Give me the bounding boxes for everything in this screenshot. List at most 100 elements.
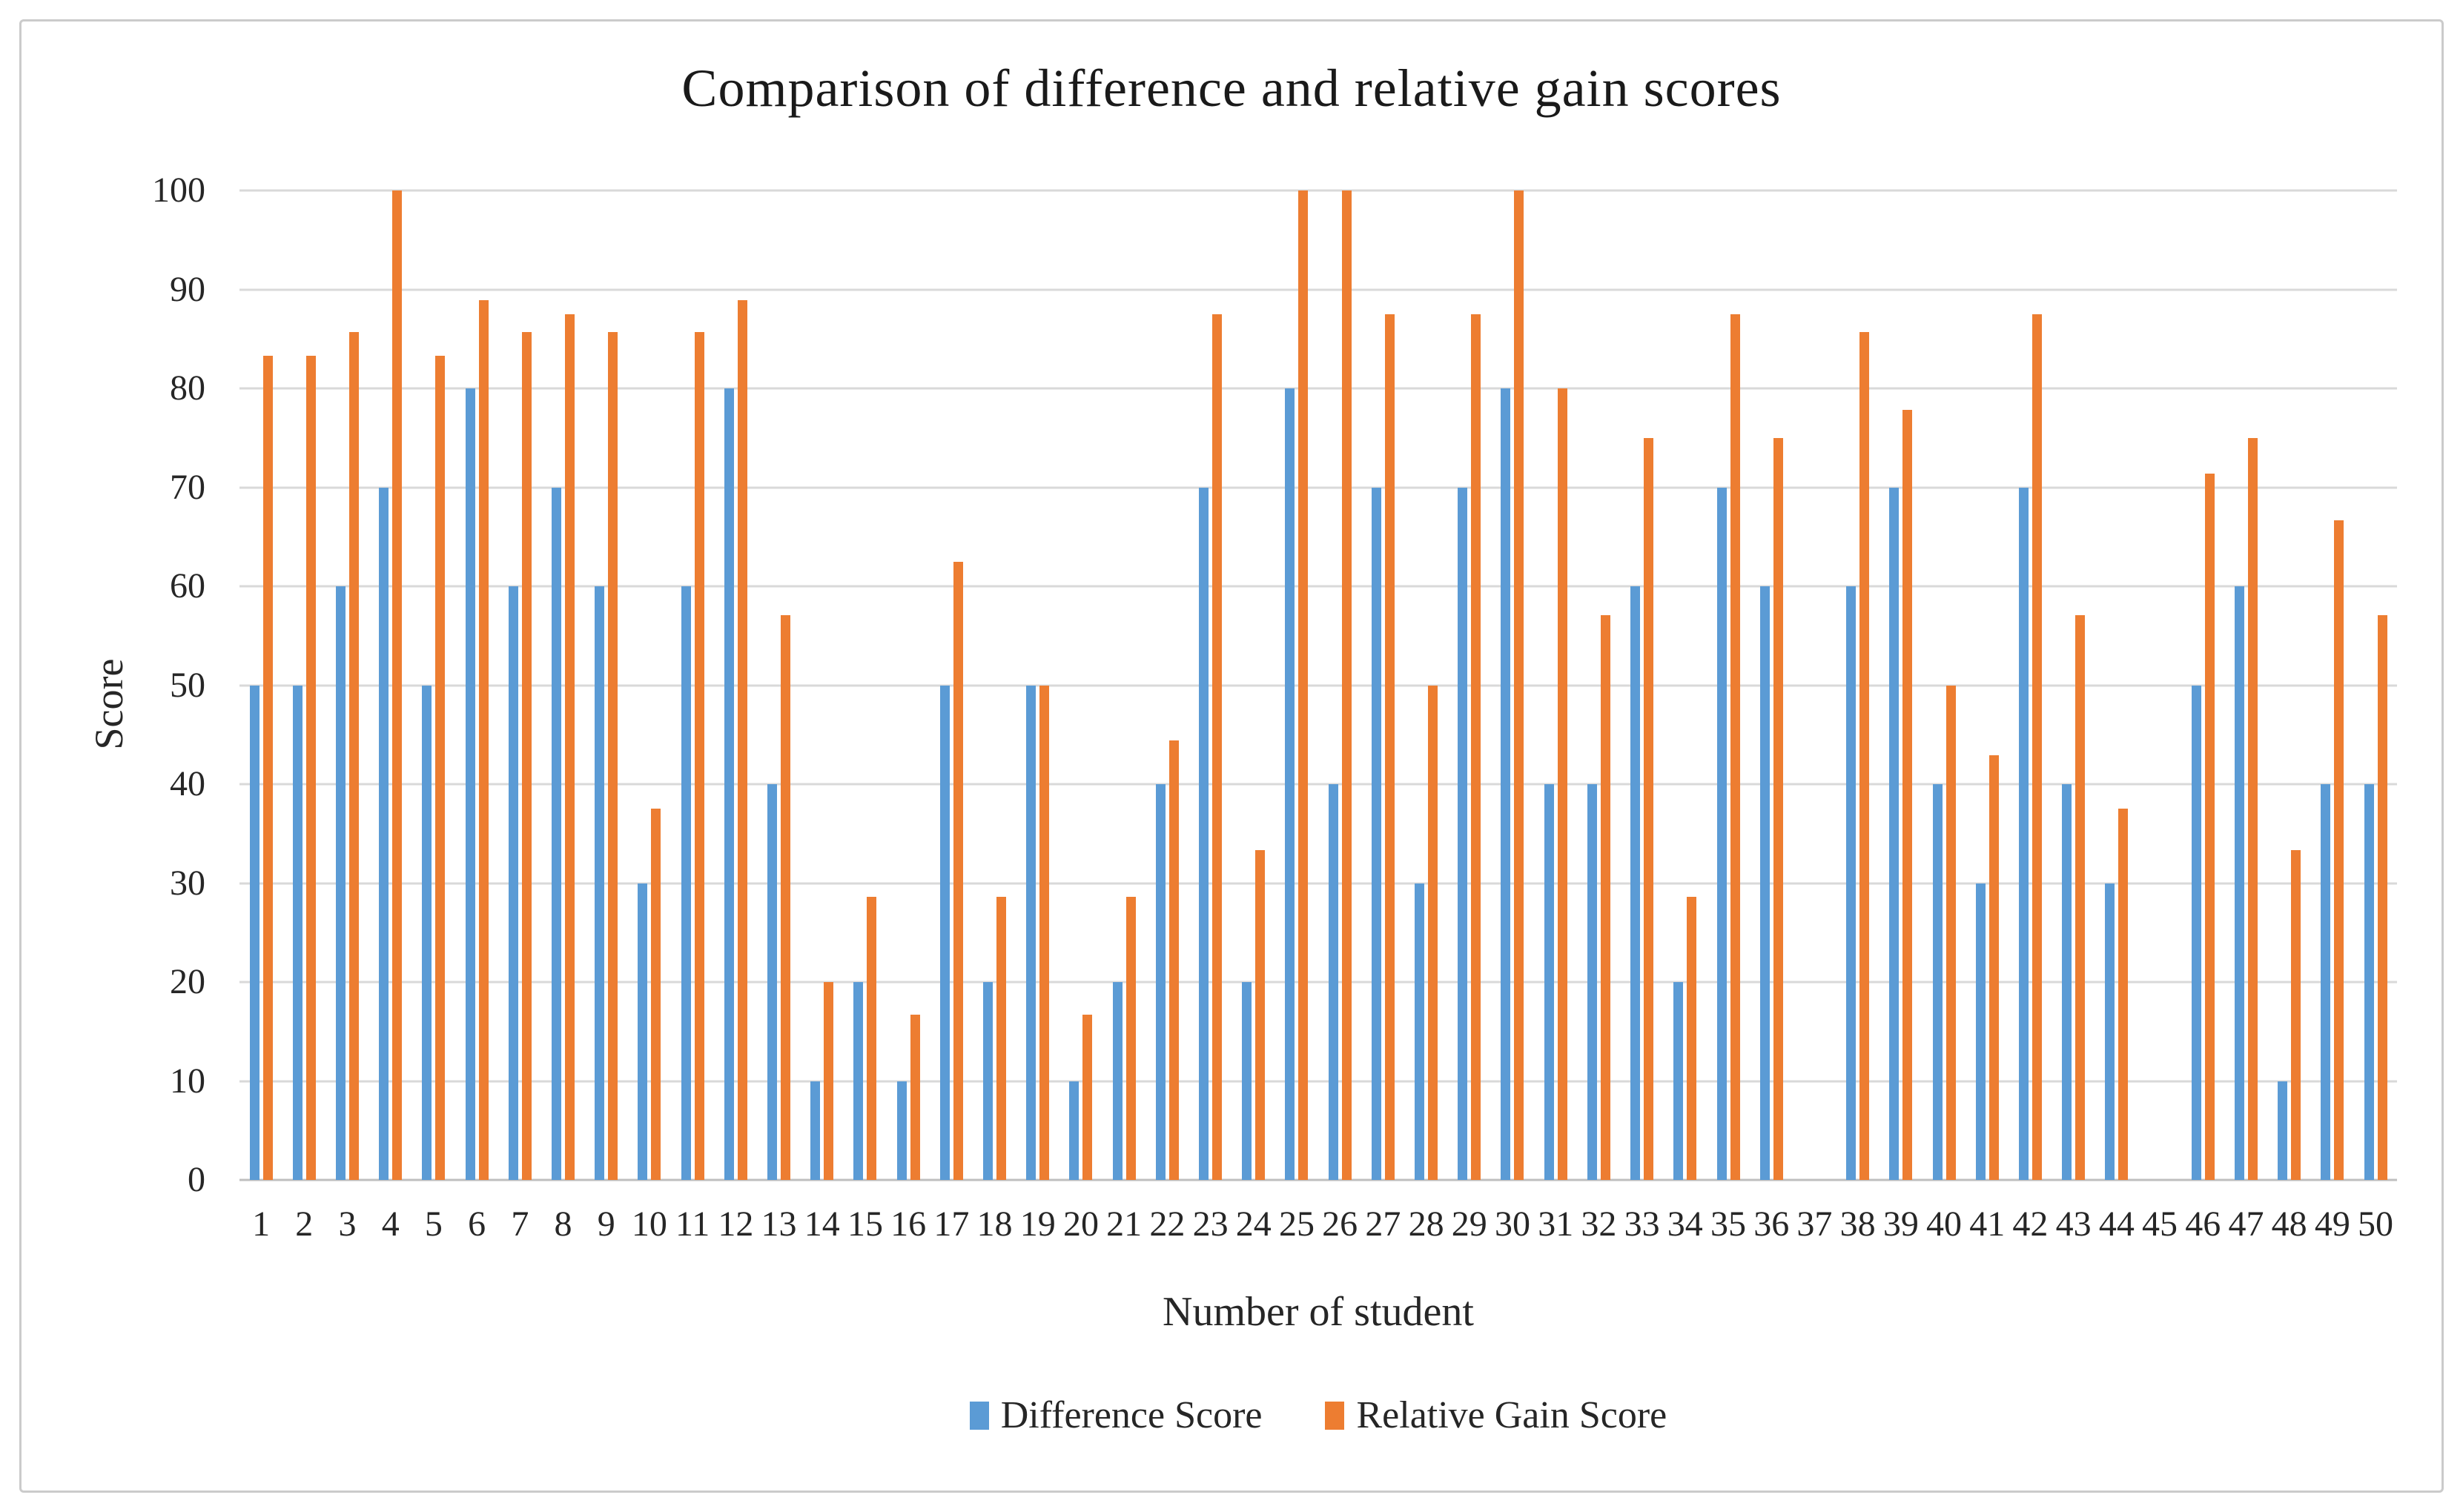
relative-gain-score-bar <box>1212 314 1223 1180</box>
difference-score-bar <box>1112 982 1123 1180</box>
relative-gain-score-bar <box>953 561 963 1180</box>
bar-group <box>844 190 887 1180</box>
relative-gain-score-bar <box>1687 897 1697 1180</box>
bar-group <box>1836 190 1880 1180</box>
difference-score-bar <box>2062 784 2072 1180</box>
difference-score-bar <box>1069 1081 1080 1180</box>
relative-gain-score-bar <box>1168 740 1179 1180</box>
x-tick-label: 42 <box>2012 1204 2049 1244</box>
difference-score-bar <box>2105 883 2115 1180</box>
x-tick-label: 33 <box>1624 1204 1660 1244</box>
x-tick-label: 36 <box>1753 1204 1790 1244</box>
bar-group <box>239 190 282 1180</box>
difference-score-bar <box>292 685 302 1180</box>
bar-group <box>1621 190 1664 1180</box>
y-tick-label: 50 <box>170 665 205 705</box>
relative-gain-score-bar <box>2334 520 2344 1180</box>
bar-group <box>1707 190 1750 1180</box>
x-tick-label: 1 <box>252 1204 271 1244</box>
y-tick-label: 0 <box>188 1160 205 1199</box>
bar-group <box>1966 190 2009 1180</box>
relative-gain-score-bar <box>1859 331 1870 1180</box>
y-tick-label: 40 <box>170 764 205 803</box>
difference-score-bar <box>1673 982 1684 1180</box>
y-tick-label: 100 <box>152 170 205 210</box>
x-tick-label: 3 <box>338 1204 357 1244</box>
x-tick-label: 46 <box>2185 1204 2221 1244</box>
difference-score-bar <box>939 685 950 1180</box>
relative-gain-score-bar <box>1773 437 1783 1180</box>
legend-label-difference-score: Difference Score <box>1000 1394 1263 1436</box>
difference-score-bar <box>810 1081 821 1180</box>
y-tick-label: 90 <box>170 269 205 309</box>
x-tick-label: 47 <box>2228 1204 2264 1244</box>
bar-group <box>2138 190 2181 1180</box>
relative-gain-score-bar <box>305 355 316 1180</box>
x-tick-label: 30 <box>1494 1204 1530 1244</box>
relative-gain-score-bar <box>2204 473 2215 1180</box>
x-tick-label: 22 <box>1149 1204 1186 1244</box>
y-tick-label: 20 <box>170 962 205 1001</box>
bar-group <box>1318 190 1361 1180</box>
relative-gain-score-bar <box>1902 410 1913 1180</box>
x-tick-label: 37 <box>1796 1204 1833 1244</box>
bar-group <box>887 190 930 1180</box>
relative-gain-score-bar <box>1082 1015 1093 1180</box>
relative-gain-score-bar <box>1644 437 1654 1180</box>
bar-group <box>369 190 412 1180</box>
difference-score-bar <box>1932 784 1943 1180</box>
bar-group <box>585 190 628 1180</box>
x-tick-label: 50 <box>2358 1204 2394 1244</box>
relative-gain-score-bar <box>392 190 403 1180</box>
x-tick-label: 17 <box>933 1204 970 1244</box>
difference-score-bar <box>336 586 346 1180</box>
bar-group <box>2009 190 2052 1180</box>
gridline <box>239 387 2397 390</box>
relative-gain-score-bar <box>608 331 618 1180</box>
x-tick-label: 16 <box>890 1204 927 1244</box>
x-tick-label: 26 <box>1322 1204 1358 1244</box>
x-tick-label: 40 <box>1926 1204 1963 1244</box>
x-tick-label: 44 <box>2098 1204 2135 1244</box>
difference-score-bar <box>1889 487 1900 1180</box>
x-tick-label: 34 <box>1667 1204 1703 1244</box>
x-axis-title: Number of student <box>1163 1289 1474 1335</box>
difference-score-bar <box>1155 784 1166 1180</box>
x-tick-label: 35 <box>1710 1204 1746 1244</box>
difference-score-bar <box>1544 784 1554 1180</box>
x-tick-label: 27 <box>1365 1204 1401 1244</box>
x-tick-label: 4 <box>381 1204 400 1244</box>
x-tick-label: 21 <box>1106 1204 1143 1244</box>
relative-gain-score-bar <box>2031 314 2042 1180</box>
x-tick-label: 24 <box>1235 1204 1272 1244</box>
relative-gain-score-bar <box>1384 314 1395 1180</box>
difference-score-bar <box>2278 1081 2288 1180</box>
bar-group <box>1534 190 1577 1180</box>
difference-score-bar <box>2364 784 2374 1180</box>
bar-group <box>671 190 714 1180</box>
x-tick-label: 25 <box>1278 1204 1315 1244</box>
relative-gain-score-bar <box>1600 614 1610 1180</box>
bars-layer <box>239 190 2397 1180</box>
x-tick-label: 41 <box>1969 1204 2006 1244</box>
y-tick-label: 30 <box>170 863 205 903</box>
difference-score-bar <box>896 1081 907 1180</box>
difference-score-bar <box>1458 487 1468 1180</box>
bar-group <box>1059 190 1102 1180</box>
bar-group <box>1491 190 1534 1180</box>
bar-group <box>1188 190 1232 1180</box>
relative-gain-score-bar <box>1988 755 1999 1180</box>
relative-gain-score-bar <box>2075 614 2086 1180</box>
difference-score-bar <box>249 685 259 1180</box>
x-tick-label: 39 <box>1882 1204 1919 1244</box>
x-tick-label: 32 <box>1581 1204 1617 1244</box>
bar-group <box>2354 190 2397 1180</box>
relative-gain-score-bar <box>1557 388 1567 1180</box>
relative-gain-score-bar <box>1471 314 1481 1180</box>
legend-item-relative-gain-score: Relative Gain Score <box>1325 1393 1667 1437</box>
relative-gain-score-bar <box>2291 850 2301 1180</box>
bar-group <box>1016 190 1059 1180</box>
difference-score-bar <box>724 388 734 1180</box>
relative-gain-score-bar <box>1514 190 1524 1180</box>
bar-group <box>412 190 455 1180</box>
